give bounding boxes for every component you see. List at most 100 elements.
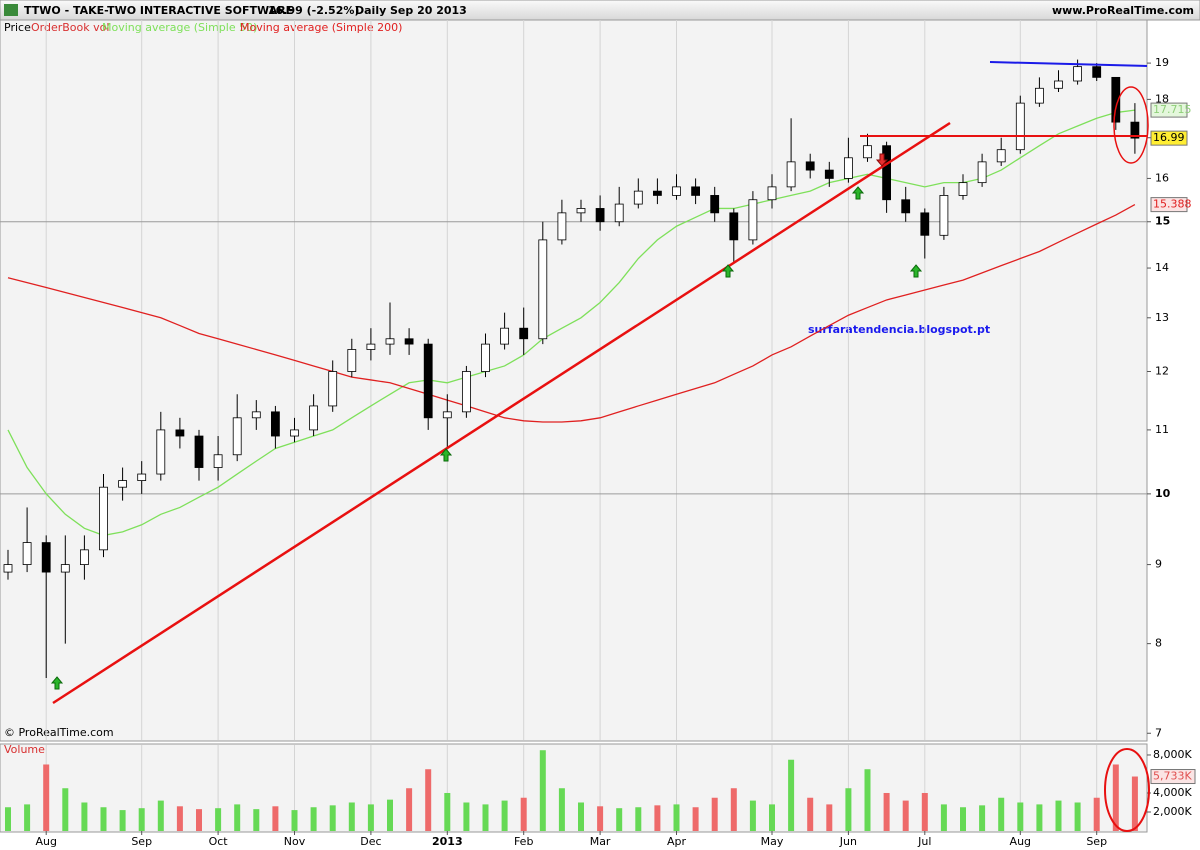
volume-bar xyxy=(539,750,546,831)
candle-body xyxy=(1035,87,1044,104)
volume-bar xyxy=(788,759,795,831)
header-price: 16.99 (-2.52%) xyxy=(268,4,359,17)
x-tick-label: Oct xyxy=(209,835,229,848)
volume-bar xyxy=(100,807,107,831)
volume-last-label: 5,733K xyxy=(1153,770,1192,783)
candle-body xyxy=(251,411,261,419)
candle-body xyxy=(996,149,1006,163)
volume-bar xyxy=(807,797,814,831)
candle-body xyxy=(939,195,949,236)
price-last-label: 16.99 xyxy=(1153,131,1185,144)
volume-bar xyxy=(960,807,966,831)
volume-bar xyxy=(234,804,241,831)
volume-ellipse xyxy=(1104,748,1150,832)
volume-bar xyxy=(176,806,183,831)
plot-layer: Aug Sep Oct Nov Dec 2013 Feb Mar Apr May Jun Jul Aug… xyxy=(0,20,1196,848)
candle-body xyxy=(118,480,127,488)
candle-body xyxy=(1130,121,1140,139)
volume-bar xyxy=(883,792,890,831)
candle-body xyxy=(767,186,777,201)
candle-body xyxy=(347,349,357,372)
volume-bar xyxy=(387,799,393,831)
y-tick-label: 10 xyxy=(1155,487,1171,500)
y-tick-label: 7 xyxy=(1155,726,1162,739)
candle-body xyxy=(710,195,720,214)
candle-body xyxy=(270,411,280,437)
candle-body xyxy=(729,212,739,241)
volume-bar xyxy=(749,800,756,831)
volume-bar xyxy=(940,804,947,831)
drawings xyxy=(50,61,1150,832)
candle-body xyxy=(309,405,319,431)
volume-title: Volume xyxy=(4,743,45,756)
volume-bar xyxy=(157,800,164,831)
volume-panel xyxy=(0,743,1148,833)
candle-body xyxy=(213,454,223,468)
volume-bar xyxy=(348,802,355,831)
candle-body xyxy=(481,343,490,372)
candle-body xyxy=(156,429,166,475)
resistance-line xyxy=(989,61,1148,67)
candle-body xyxy=(805,161,815,171)
candle-body xyxy=(786,161,796,188)
ma50-last-label-box xyxy=(1150,102,1188,118)
candle-body xyxy=(290,429,299,437)
volume-bar xyxy=(597,806,604,831)
volume-last-box xyxy=(1150,769,1196,785)
volume-bar xyxy=(730,788,737,831)
candle-body xyxy=(99,486,108,551)
candle-body xyxy=(557,212,567,241)
candle-body xyxy=(80,549,89,565)
volume-bar xyxy=(578,802,584,831)
volume-y-tick-label: 2,000K xyxy=(1153,805,1192,818)
blog-annotation: surfaratendencia.blogspot.pt xyxy=(808,323,990,336)
y-tick-label: 9 xyxy=(1155,558,1162,571)
candle-body xyxy=(328,371,338,407)
candle-body xyxy=(844,157,853,179)
candle-body xyxy=(461,371,471,413)
x-tick-label: Jun xyxy=(839,835,857,848)
volume-bar xyxy=(520,797,527,831)
candle-body xyxy=(691,186,700,196)
volume-bar xyxy=(444,792,451,831)
x-tick-label: Dec xyxy=(360,835,381,848)
volume-bar xyxy=(367,804,374,831)
y-tick-label: 12 xyxy=(1155,365,1169,378)
up-arrow xyxy=(50,676,64,690)
x-tick-label: Jul xyxy=(917,835,931,848)
volume-y-tick-label: 8,000K xyxy=(1153,748,1192,761)
candle-body xyxy=(500,327,510,345)
volume-bar xyxy=(196,809,202,831)
volume-bar xyxy=(62,788,69,831)
volume-bar xyxy=(845,788,852,831)
y-tick-label: 13 xyxy=(1155,311,1169,324)
support-trendline xyxy=(52,121,951,705)
y-tick-label: 19 xyxy=(1155,56,1169,69)
x-tick-label: Feb xyxy=(514,835,533,848)
candle-body xyxy=(958,182,968,196)
candle-body xyxy=(1073,66,1082,82)
candle-body xyxy=(538,239,548,340)
volume-bar xyxy=(673,804,680,831)
header-date: Sep 20 2013 xyxy=(390,4,467,17)
candle-body xyxy=(901,199,911,214)
volume-bar xyxy=(921,792,928,831)
volume-bar xyxy=(272,806,279,831)
candle-body xyxy=(1054,80,1063,89)
candle-body xyxy=(672,186,681,196)
y-tick-label: 16 xyxy=(1155,171,1169,184)
candle-body xyxy=(1111,76,1121,123)
header-source: www.ProRealTime.com xyxy=(1052,4,1194,17)
moving-average-line xyxy=(7,204,1136,423)
candle-body xyxy=(519,327,529,340)
volume-bar xyxy=(654,805,661,831)
volume-bar xyxy=(769,804,775,831)
legend-orderbook: OrderBook vol xyxy=(31,21,109,34)
candle-body xyxy=(232,417,242,456)
x-tick-label: Sep xyxy=(131,835,152,848)
volume-bar xyxy=(1112,764,1119,831)
y-tick-label: 14 xyxy=(1155,261,1169,274)
volume-bar xyxy=(215,808,222,831)
candle-body xyxy=(41,542,51,573)
